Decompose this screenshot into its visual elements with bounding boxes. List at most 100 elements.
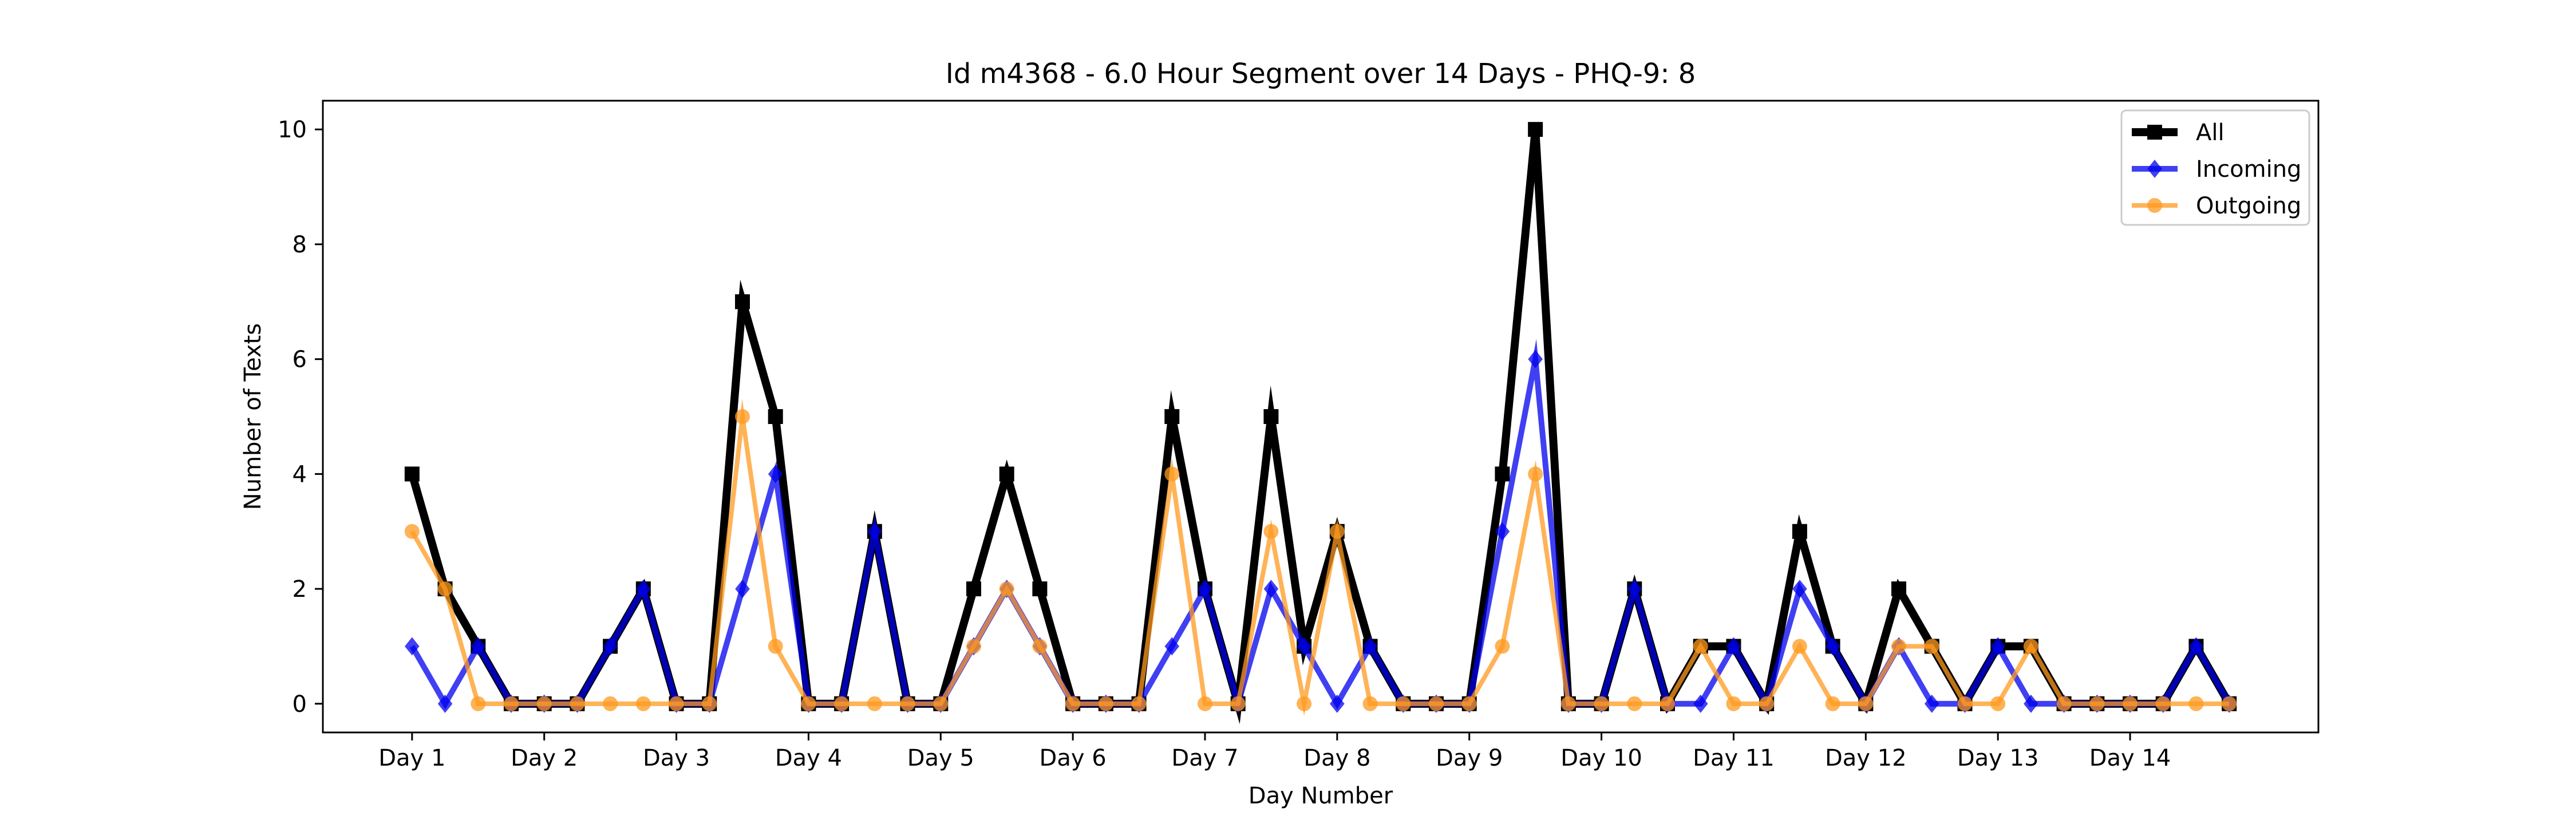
- series-layer: [404, 122, 2237, 724]
- y-axis-label: Number of Texts: [240, 323, 266, 510]
- data-point-incoming: [1627, 580, 1642, 599]
- data-point-incoming: [2024, 694, 2038, 713]
- data-point-outgoing: [933, 696, 949, 711]
- legend-box: [2120, 109, 2310, 226]
- chart-title: Id m4368 - 6.0 Hour Segment over 14 Days…: [946, 58, 1696, 90]
- data-point-outgoing: [1693, 639, 1708, 654]
- data-point-outgoing: [1461, 696, 1477, 711]
- x-tick-label: Day 3: [643, 745, 710, 771]
- y-tick-label: 8: [293, 232, 307, 258]
- data-point-incoming: [2188, 637, 2204, 656]
- data-point-outgoing: [734, 409, 750, 424]
- data-point-outgoing: [966, 639, 981, 654]
- data-point-incoming: [1528, 350, 1543, 369]
- data-point-incoming: [1263, 580, 1279, 599]
- data-point-outgoing: [702, 696, 717, 711]
- data-point-outgoing: [1726, 696, 1741, 711]
- data-point-outgoing: [1660, 696, 1676, 711]
- x-tick-label: Day 4: [775, 745, 842, 771]
- data-point-outgoing: [801, 696, 816, 711]
- data-point-incoming: [1693, 694, 1708, 713]
- data-point-outgoing: [570, 696, 585, 711]
- y-tick-label: 2: [293, 576, 307, 603]
- data-point-incoming: [1164, 637, 1180, 656]
- data-point-outgoing: [2155, 696, 2171, 711]
- data-point-outgoing: [503, 696, 519, 711]
- data-point-outgoing: [1990, 696, 2006, 711]
- data-point-outgoing: [1528, 466, 1543, 482]
- x-tick-label: Day 14: [2089, 745, 2171, 771]
- data-point-outgoing: [2023, 639, 2038, 654]
- data-point-outgoing: [1957, 696, 1973, 711]
- data-point-outgoing: [471, 696, 486, 711]
- data-point-incoming: [1990, 637, 2005, 656]
- data-point-all: [966, 581, 981, 597]
- data-point-incoming: [1924, 694, 1939, 713]
- data-point-outgoing: [2222, 696, 2237, 711]
- data-point-outgoing: [2123, 696, 2138, 711]
- x-tick-label: Day 11: [1693, 745, 1775, 771]
- y-tick-label: 0: [293, 691, 307, 718]
- data-point-all: [1263, 409, 1279, 424]
- data-point-outgoing: [1924, 639, 1939, 654]
- legend-marker: [2147, 125, 2162, 140]
- data-point-outgoing: [1891, 639, 1907, 654]
- data-point-all: [404, 466, 420, 482]
- axes-layer: 0 2 4 6 8 10 Day 1 Day 2 Day 3 Day 4 Day 5 Day 6 Day…: [278, 100, 2320, 771]
- y-tick-label: 10: [278, 117, 307, 143]
- data-point-incoming: [867, 522, 882, 541]
- data-point-incoming: [437, 694, 453, 713]
- data-point-outgoing: [635, 696, 651, 711]
- data-point-outgoing: [1297, 696, 1312, 711]
- data-point-incoming: [768, 465, 783, 484]
- x-tick-label: Day 12: [1825, 745, 1907, 771]
- legend-item-outgoing: Outgoing: [2132, 193, 2301, 219]
- data-point-outgoing: [1362, 696, 1378, 711]
- data-point-outgoing: [867, 696, 882, 711]
- x-tick-label: Day 8: [1303, 745, 1370, 771]
- data-point-incoming: [1198, 580, 1212, 599]
- data-point-outgoing: [1396, 696, 1411, 711]
- data-point-outgoing: [603, 696, 618, 711]
- data-point-outgoing: [1825, 696, 1840, 711]
- legend-label: Outgoing: [2196, 193, 2301, 219]
- data-point-outgoing: [1429, 696, 1444, 711]
- data-point-outgoing: [1495, 639, 1510, 654]
- data-point-outgoing: [900, 696, 915, 711]
- x-tick-label: Day 7: [1171, 745, 1238, 771]
- data-point-outgoing: [1065, 696, 1081, 711]
- x-axis-label: Day Number: [1249, 783, 1393, 809]
- x-tick-label: Day 2: [511, 745, 578, 771]
- data-point-outgoing: [1263, 524, 1279, 539]
- data-point-incoming: [471, 637, 486, 656]
- x-tick-label: Day 5: [907, 745, 974, 771]
- data-point-outgoing: [834, 696, 850, 711]
- data-point-all: [1528, 122, 1543, 137]
- legend-item-incoming: Incoming: [2132, 156, 2301, 183]
- data-point-outgoing: [1131, 696, 1147, 711]
- data-point-all: [1495, 466, 1510, 482]
- data-point-incoming: [405, 637, 420, 656]
- data-point-all: [734, 294, 750, 310]
- data-point-all: [1164, 409, 1180, 424]
- data-point-incoming: [1792, 580, 1807, 599]
- data-point-outgoing: [669, 696, 684, 711]
- data-point-outgoing: [2089, 696, 2105, 711]
- legend-marker: [2147, 198, 2162, 213]
- legend-marker: [2147, 160, 2162, 178]
- data-point-outgoing: [1759, 696, 1775, 711]
- x-tick-label: Day 9: [1436, 745, 1503, 771]
- x-tick-label: Day 6: [1040, 745, 1107, 771]
- data-point-incoming: [1362, 637, 1378, 656]
- series-outgoing: [404, 398, 2237, 716]
- data-point-incoming: [1825, 637, 1840, 656]
- data-point-outgoing: [437, 581, 453, 597]
- data-point-incoming: [1297, 637, 1311, 656]
- legend-item-all: All: [2132, 120, 2225, 146]
- data-point-outgoing: [1164, 466, 1180, 482]
- data-point-outgoing: [536, 696, 552, 711]
- data-point-outgoing: [1594, 696, 1609, 711]
- data-point-outgoing: [1098, 696, 1113, 711]
